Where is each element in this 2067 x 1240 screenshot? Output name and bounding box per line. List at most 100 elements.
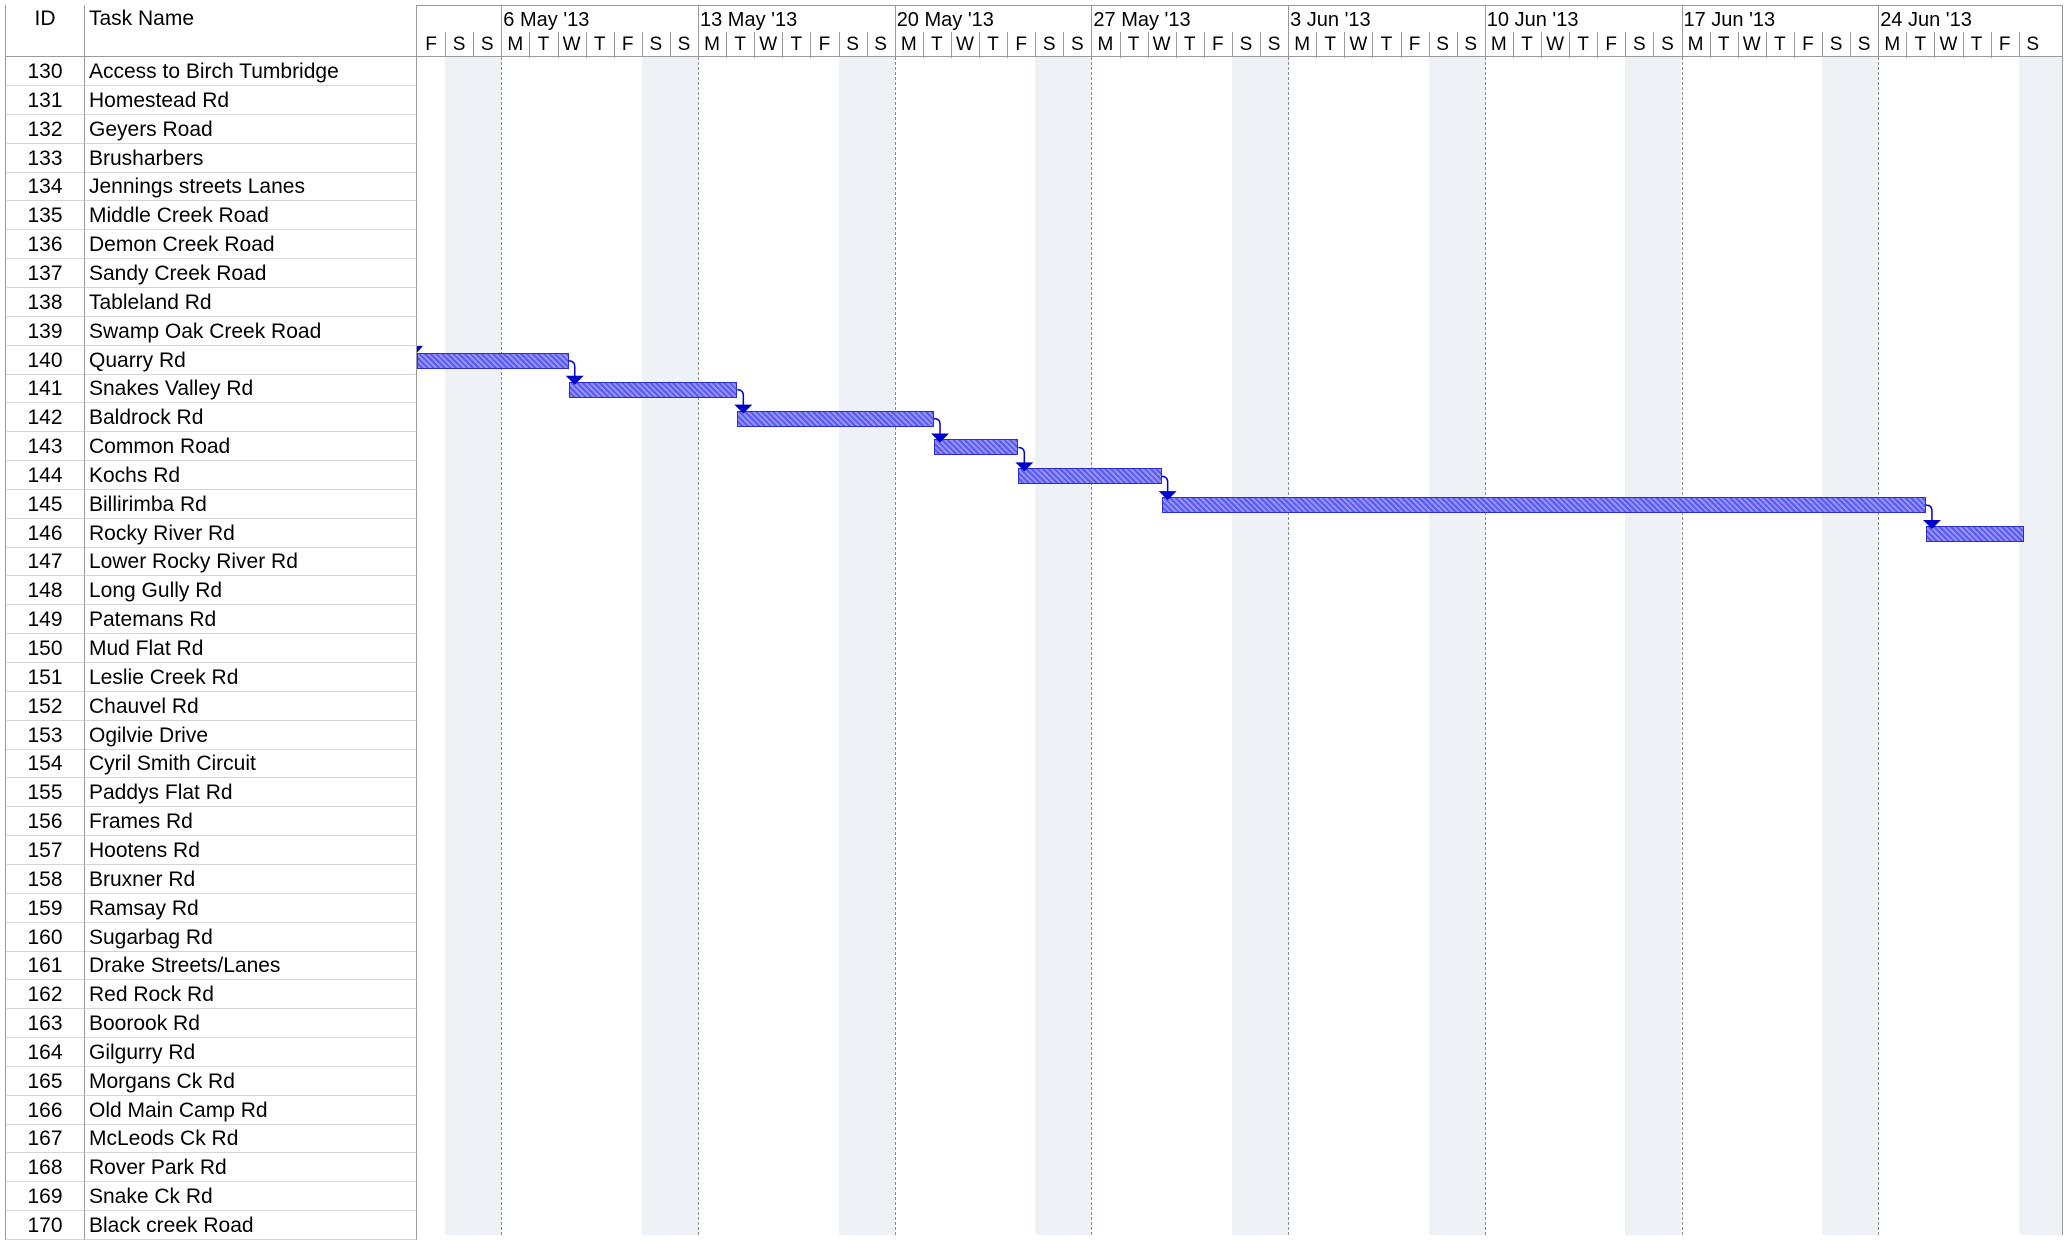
task-name-cell[interactable]: Geyers Road: [85, 114, 417, 144]
task-name-cell[interactable]: Rocky River Rd: [85, 518, 417, 548]
task-id-cell[interactable]: 141: [5, 374, 85, 404]
table-row[interactable]: 164 Gilgurry Rd: [5, 1037, 417, 1067]
task-name-cell[interactable]: Bruxner Rd: [85, 864, 417, 894]
task-id-cell[interactable]: 158: [5, 864, 85, 894]
table-row[interactable]: 153 Ogilvie Drive: [5, 720, 417, 750]
table-row[interactable]: 154 Cyril Smith Circuit: [5, 749, 417, 779]
table-row[interactable]: 132 Geyers Road: [5, 114, 417, 144]
task-bar[interactable]: [934, 439, 1019, 456]
table-row[interactable]: 170 Black creek Road: [5, 1211, 417, 1240]
task-id-cell[interactable]: 160: [5, 922, 85, 952]
task-name-cell[interactable]: Common Road: [85, 432, 417, 462]
task-id-cell[interactable]: 167: [5, 1124, 85, 1154]
task-name-cell[interactable]: Baldrock Rd: [85, 403, 417, 433]
table-row[interactable]: 130 Access to Birch Tumbridge: [5, 57, 417, 86]
task-id-cell[interactable]: 147: [5, 547, 85, 577]
table-row[interactable]: 161 Drake Streets/Lanes: [5, 951, 417, 981]
table-row[interactable]: 166 Old Main Camp Rd: [5, 1095, 417, 1125]
task-name-cell[interactable]: Boorook Rd: [85, 1009, 417, 1039]
table-row[interactable]: 167 McLeods Ck Rd: [5, 1124, 417, 1154]
task-id-cell[interactable]: 139: [5, 316, 85, 346]
task-name-cell[interactable]: Lower Rocky River Rd: [85, 547, 417, 577]
table-row[interactable]: 146 Rocky River Rd: [5, 518, 417, 548]
table-row[interactable]: 145 Billirimba Rd: [5, 489, 417, 519]
table-row[interactable]: 156 Frames Rd: [5, 807, 417, 837]
task-id-cell[interactable]: 154: [5, 749, 85, 779]
task-name-cell[interactable]: Ogilvie Drive: [85, 720, 417, 750]
task-name-cell[interactable]: Sandy Creek Road: [85, 258, 417, 288]
task-id-cell[interactable]: 159: [5, 893, 85, 923]
task-name-cell[interactable]: Frames Rd: [85, 807, 417, 837]
table-row[interactable]: 137 Sandy Creek Road: [5, 258, 417, 288]
table-row[interactable]: 133 Brusharbers: [5, 143, 417, 173]
task-name-cell[interactable]: Brusharbers: [85, 143, 417, 173]
task-name-cell[interactable]: Kochs Rd: [85, 460, 417, 490]
task-name-cell[interactable]: Snake Ck Rd: [85, 1182, 417, 1212]
task-id-cell[interactable]: 130: [5, 57, 85, 86]
task-name-cell[interactable]: Access to Birch Tumbridge: [85, 57, 417, 86]
task-name-cell[interactable]: McLeods Ck Rd: [85, 1124, 417, 1154]
task-name-cell[interactable]: Demon Creek Road: [85, 230, 417, 260]
table-row[interactable]: 159 Ramsay Rd: [5, 893, 417, 923]
task-id-cell[interactable]: 131: [5, 85, 85, 115]
task-id-cell[interactable]: 148: [5, 576, 85, 606]
task-name-cell[interactable]: Middle Creek Road: [85, 201, 417, 231]
table-row[interactable]: 143 Common Road: [5, 432, 417, 462]
task-name-cell[interactable]: Quarry Rd: [85, 345, 417, 375]
task-id-cell[interactable]: 138: [5, 287, 85, 317]
task-name-cell[interactable]: Homestead Rd: [85, 85, 417, 115]
task-id-cell[interactable]: 164: [5, 1037, 85, 1067]
task-id-cell[interactable]: 161: [5, 951, 85, 981]
task-name-column-header[interactable]: Task Name: [85, 5, 417, 57]
task-id-cell[interactable]: 155: [5, 778, 85, 808]
task-id-cell[interactable]: 135: [5, 201, 85, 231]
task-id-cell[interactable]: 162: [5, 980, 85, 1010]
task-name-cell[interactable]: Sugarbag Rd: [85, 922, 417, 952]
task-id-cell[interactable]: 151: [5, 662, 85, 692]
task-bar[interactable]: [417, 352, 569, 369]
task-id-cell[interactable]: 142: [5, 403, 85, 433]
table-row[interactable]: 165 Morgans Ck Rd: [5, 1066, 417, 1096]
task-id-cell[interactable]: 163: [5, 1009, 85, 1039]
table-row[interactable]: 134 Jennings streets Lanes: [5, 172, 417, 202]
table-row[interactable]: 158 Bruxner Rd: [5, 864, 417, 894]
task-name-cell[interactable]: Hootens Rd: [85, 835, 417, 865]
task-name-cell[interactable]: Cyril Smith Circuit: [85, 749, 417, 779]
task-name-cell[interactable]: Snakes Valley Rd: [85, 374, 417, 404]
task-name-cell[interactable]: Red Rock Rd: [85, 980, 417, 1010]
table-row[interactable]: 149 Patemans Rd: [5, 605, 417, 635]
task-bar[interactable]: [1018, 468, 1162, 485]
task-id-cell[interactable]: 144: [5, 460, 85, 490]
task-name-cell[interactable]: Paddys Flat Rd: [85, 778, 417, 808]
task-name-cell[interactable]: Rover Park Rd: [85, 1153, 417, 1183]
task-id-cell[interactable]: 168: [5, 1153, 85, 1183]
task-name-cell[interactable]: Jennings streets Lanes: [85, 172, 417, 202]
task-id-cell[interactable]: 152: [5, 691, 85, 721]
table-row[interactable]: 151 Leslie Creek Rd: [5, 662, 417, 692]
table-row[interactable]: 139 Swamp Oak Creek Road: [5, 316, 417, 346]
task-name-cell[interactable]: Swamp Oak Creek Road: [85, 316, 417, 346]
task-id-cell[interactable]: 169: [5, 1182, 85, 1212]
task-id-cell[interactable]: 145: [5, 489, 85, 519]
task-id-cell[interactable]: 156: [5, 807, 85, 837]
table-row[interactable]: 147 Lower Rocky River Rd: [5, 547, 417, 577]
task-bar[interactable]: [1161, 497, 1926, 514]
table-row[interactable]: 155 Paddys Flat Rd: [5, 778, 417, 808]
id-column-header[interactable]: ID: [5, 5, 85, 57]
task-id-cell[interactable]: 166: [5, 1095, 85, 1125]
task-name-cell[interactable]: Mud Flat Rd: [85, 634, 417, 663]
task-name-cell[interactable]: Tableland Rd: [85, 287, 417, 317]
table-row[interactable]: 162 Red Rock Rd: [5, 980, 417, 1010]
task-name-cell[interactable]: Billirimba Rd: [85, 489, 417, 519]
table-row[interactable]: 140 Quarry Rd: [5, 345, 417, 375]
task-bar[interactable]: [737, 410, 935, 427]
table-row[interactable]: 138 Tableland Rd: [5, 287, 417, 317]
table-row[interactable]: 169 Snake Ck Rd: [5, 1182, 417, 1212]
task-name-cell[interactable]: Chauvel Rd: [85, 691, 417, 721]
task-name-cell[interactable]: Morgans Ck Rd: [85, 1066, 417, 1096]
task-bar[interactable]: [568, 381, 738, 398]
task-id-cell[interactable]: 146: [5, 518, 85, 548]
task-name-cell[interactable]: Gilgurry Rd: [85, 1037, 417, 1067]
table-row[interactable]: 131 Homestead Rd: [5, 85, 417, 115]
task-id-cell[interactable]: 133: [5, 143, 85, 173]
